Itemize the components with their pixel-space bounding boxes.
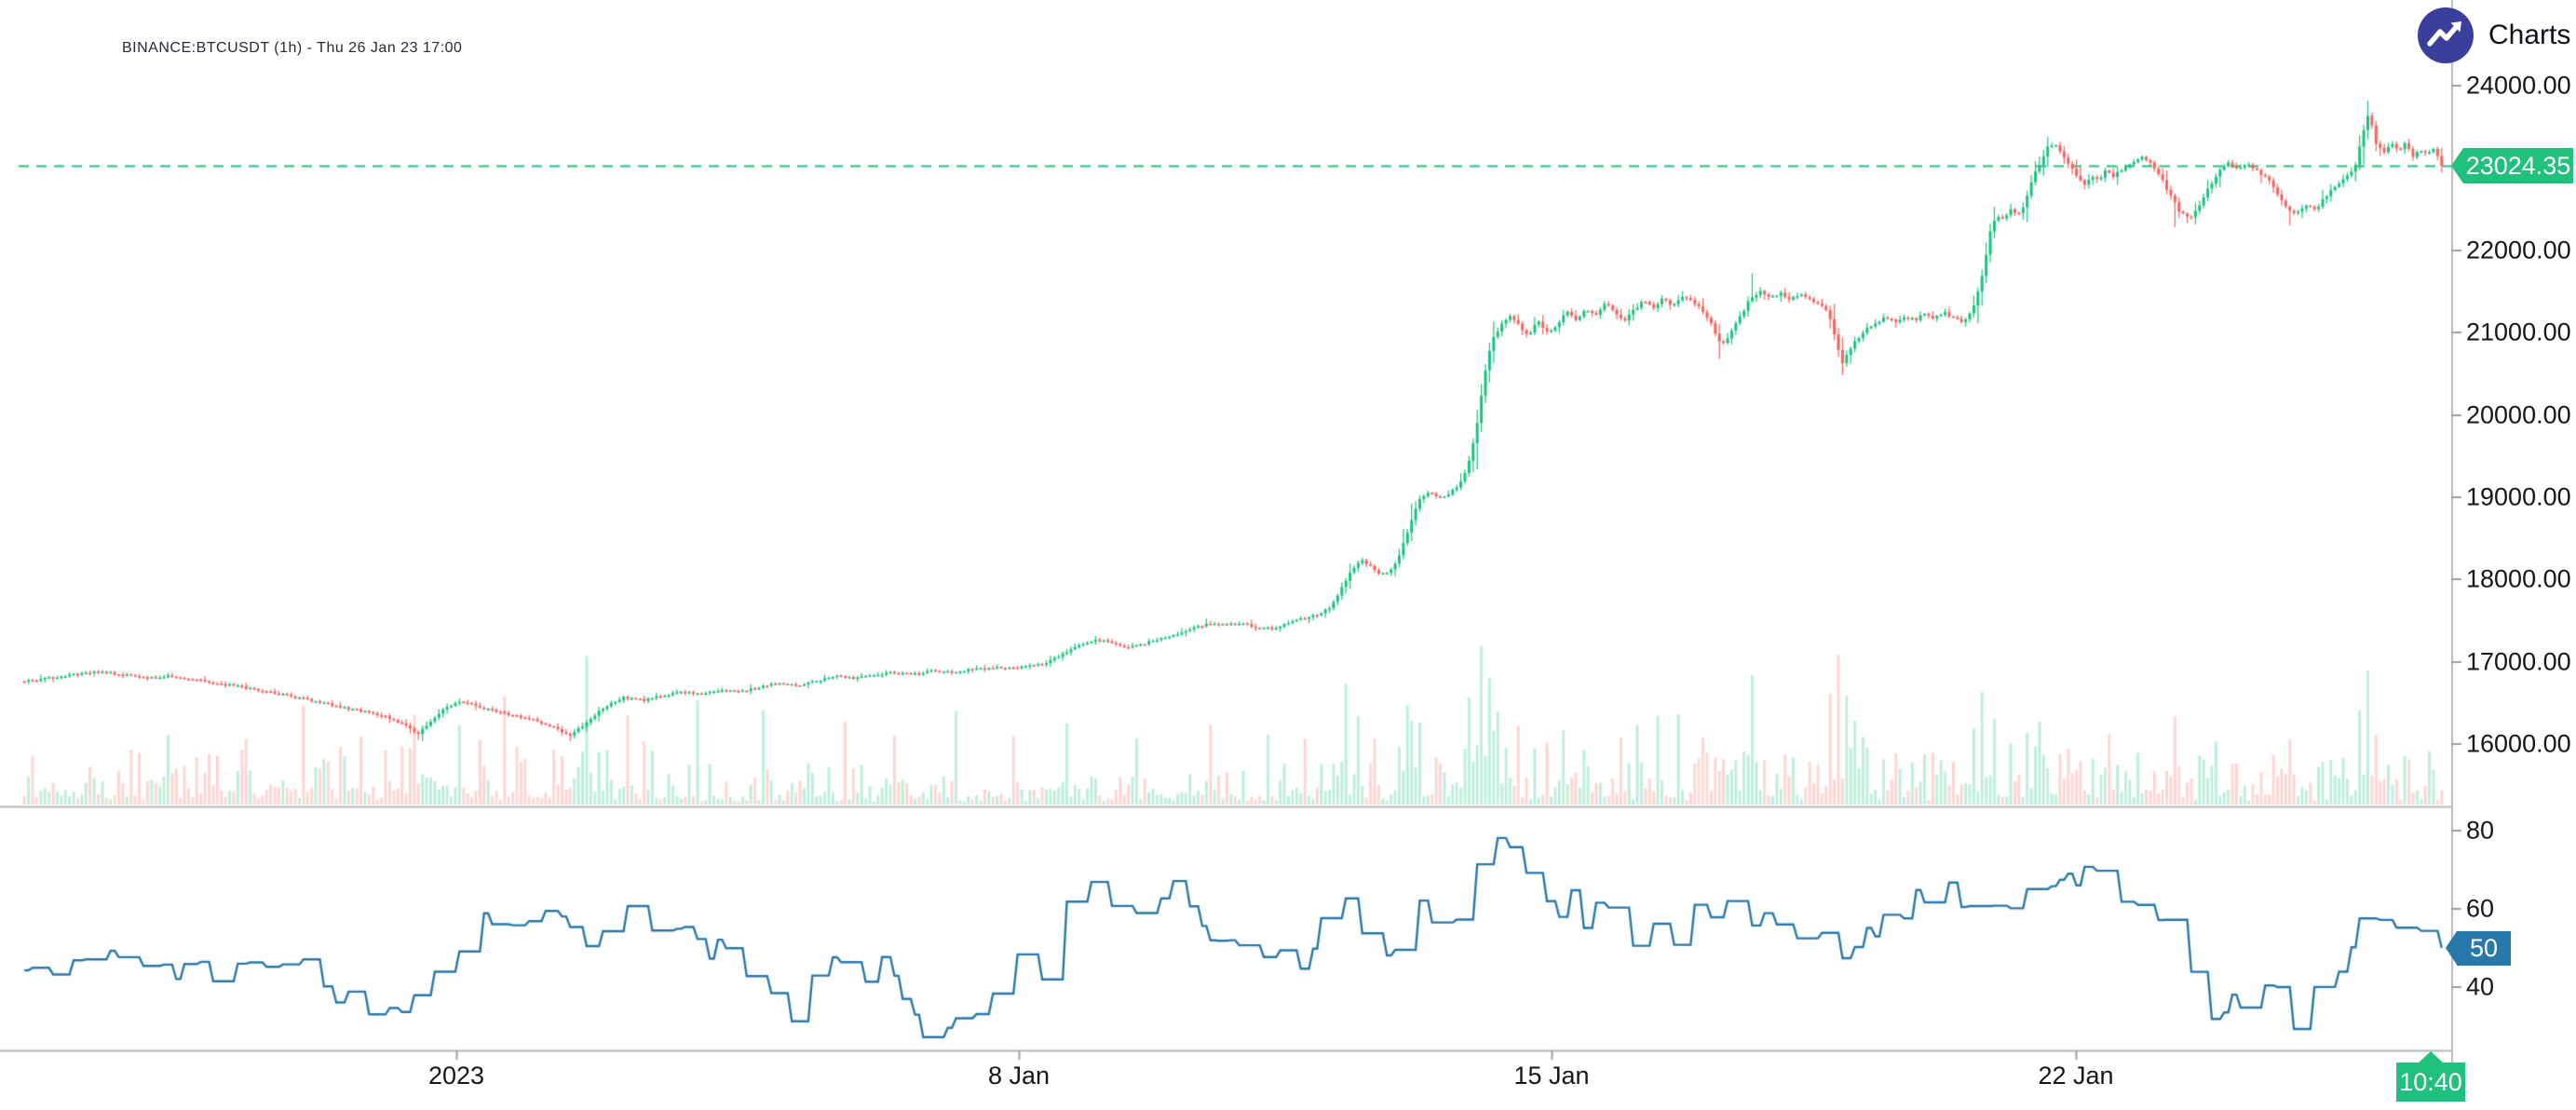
chart-window: BINANCE:BTCUSDT (1h) - Thu 26 Jan 23 17:… [0,0,2576,1110]
chart-canvas[interactable] [0,0,2576,1110]
